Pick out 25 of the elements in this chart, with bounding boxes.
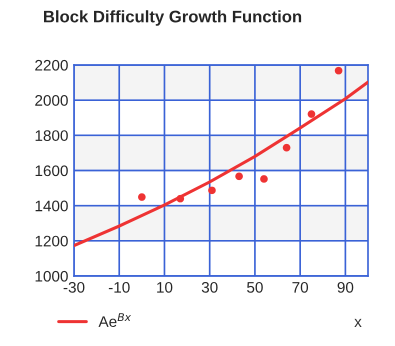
x-tick-label: 70 — [292, 282, 308, 293]
y-tick-label: 1400 — [36, 200, 68, 212]
x-tick-label: -10 — [108, 282, 130, 293]
y-tick-label: 1000 — [36, 270, 68, 282]
y-tick-label: 1800 — [36, 130, 68, 142]
x-axis-title: x — [354, 318, 362, 327]
point — [208, 186, 216, 194]
x-tick-label: 30 — [202, 282, 218, 293]
x-tick-label: -30 — [64, 282, 84, 293]
x-tick-label: 50 — [247, 282, 263, 293]
chart-title: Block Difficulty Growth Function — [44, 10, 302, 26]
x-tick-label: 90 — [338, 282, 354, 293]
legend-label: Ae$^{Bx}$ — [98, 313, 132, 327]
y-tick-label: 2200 — [35, 60, 68, 71]
point — [235, 172, 243, 180]
y-tick-label: 1200 — [36, 236, 68, 247]
y-tick-label: 2000 — [35, 95, 68, 106]
point — [334, 66, 342, 74]
x-tick-label: 10 — [157, 282, 172, 293]
y-tick-label: 1600 — [36, 165, 68, 176]
point — [308, 110, 316, 118]
point — [282, 144, 290, 152]
line-series — [74, 80, 368, 248]
point — [260, 175, 268, 183]
point — [138, 193, 146, 201]
